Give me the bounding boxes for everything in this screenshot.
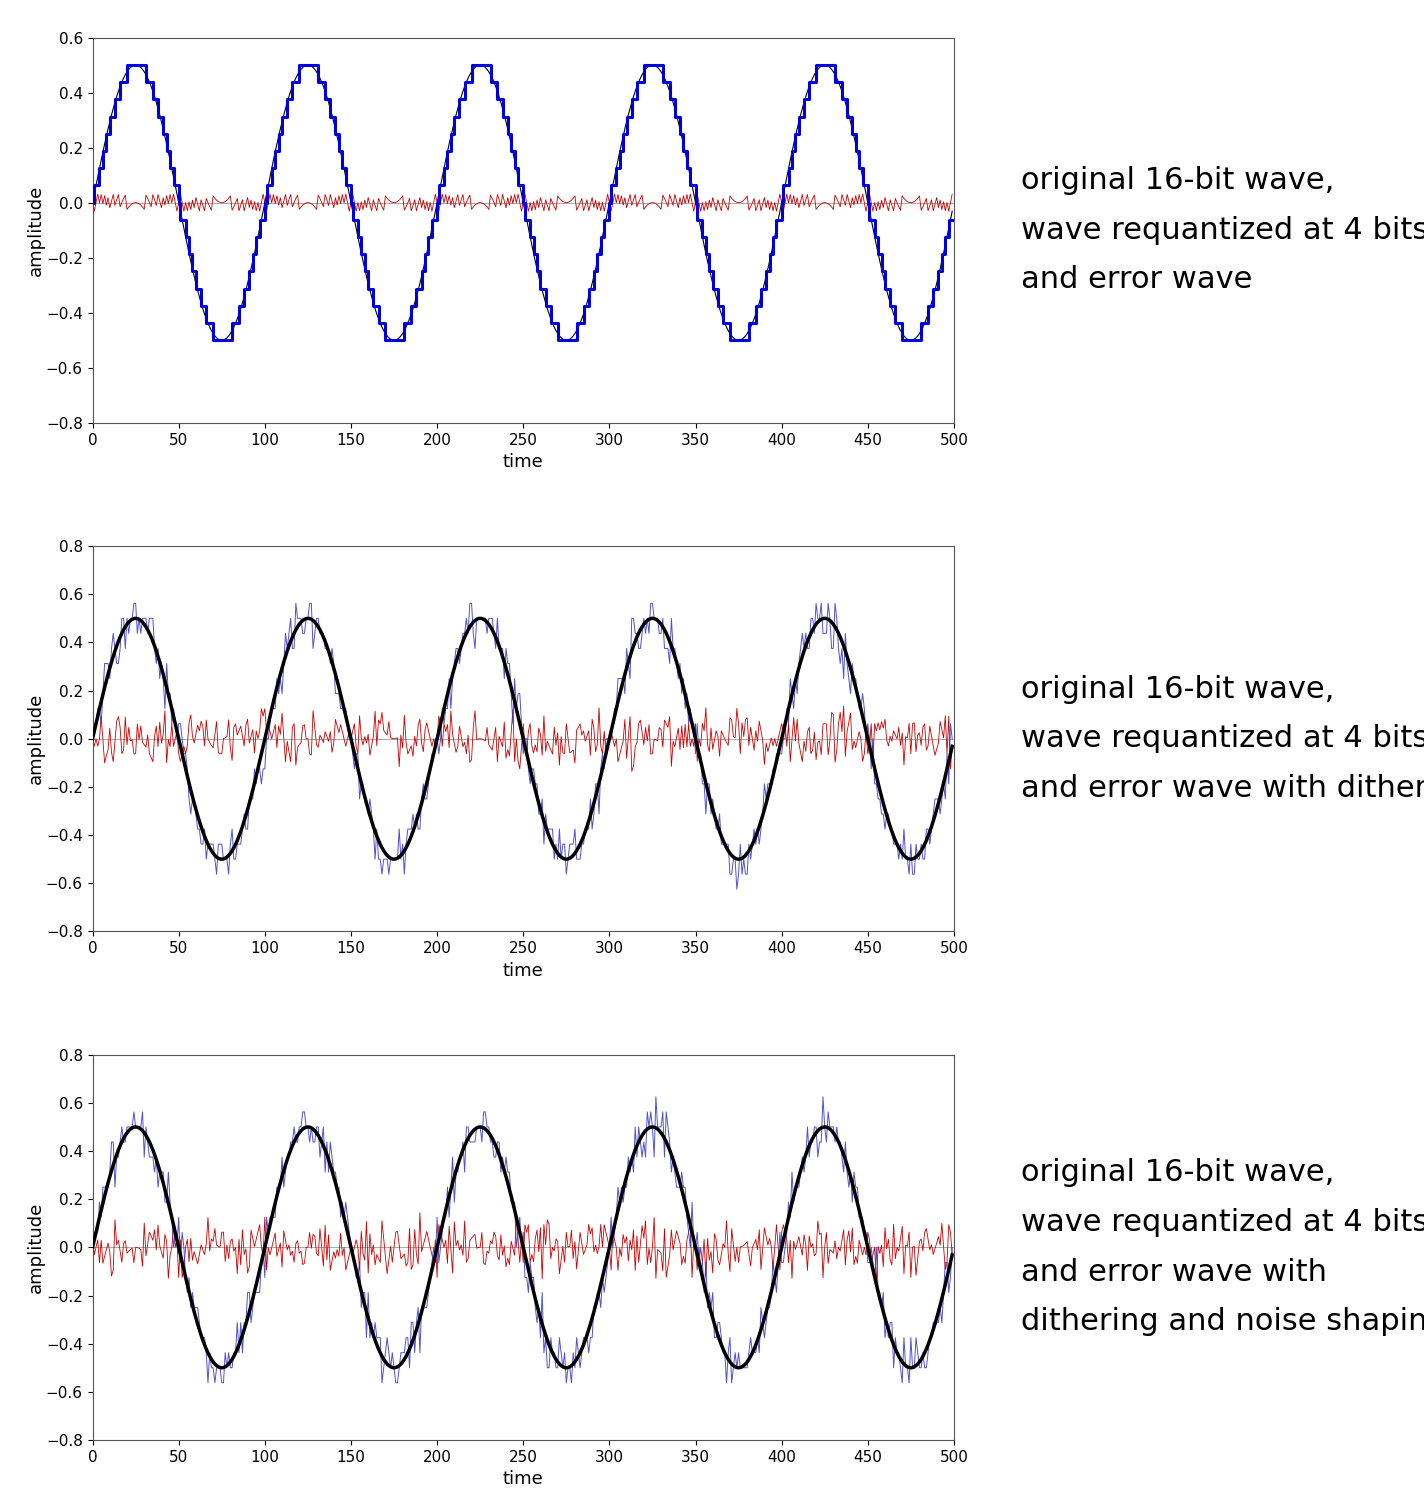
X-axis label: time: time bbox=[503, 962, 544, 980]
Text: original 16-bit wave,
wave requantized at 4 bits,
and error wave with
dithering : original 16-bit wave, wave requantized a… bbox=[1021, 1158, 1424, 1336]
Text: original 16-bit wave,
wave requantized at 4 bits,
and error wave with dithering: original 16-bit wave, wave requantized a… bbox=[1021, 675, 1424, 802]
X-axis label: time: time bbox=[503, 453, 544, 471]
X-axis label: time: time bbox=[503, 1470, 544, 1488]
Y-axis label: amplitude: amplitude bbox=[27, 1202, 44, 1293]
Text: original 16-bit wave,
wave requantized at 4 bits,
and error wave: original 16-bit wave, wave requantized a… bbox=[1021, 166, 1424, 294]
Y-axis label: amplitude: amplitude bbox=[27, 693, 44, 784]
Y-axis label: amplitude: amplitude bbox=[27, 184, 44, 276]
